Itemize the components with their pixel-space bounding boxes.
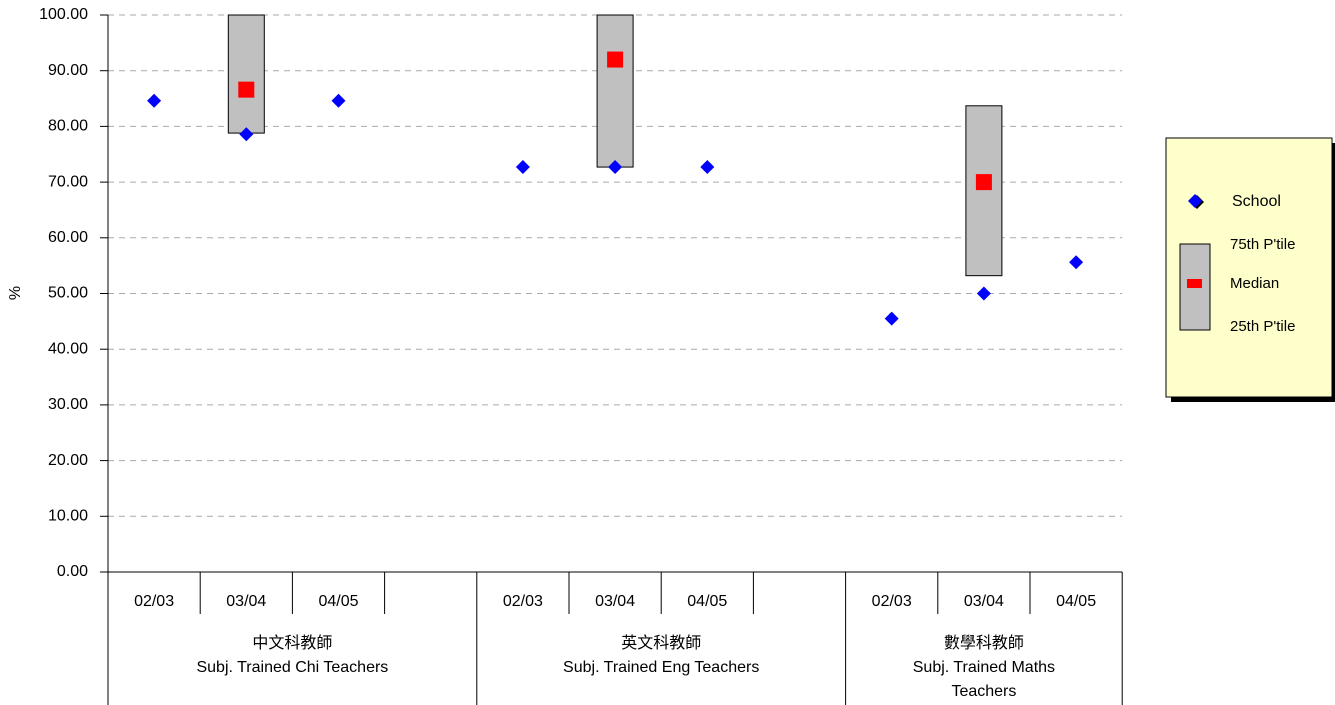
school-point (700, 160, 715, 175)
x-tick-label: 04/05 (1056, 593, 1096, 610)
x-tick-label: 02/03 (503, 593, 543, 610)
school-point (515, 160, 530, 175)
group-label: 中文科教師 (252, 634, 332, 652)
box (596, 14, 634, 168)
y-tick-label: 90.00 (48, 62, 88, 79)
school-point (976, 286, 991, 301)
median (975, 174, 992, 191)
school-point (1069, 255, 1084, 270)
x-tick-label: 02/03 (134, 593, 174, 610)
legend-label: Median (1230, 275, 1279, 292)
x-tick-label: 03/04 (964, 593, 1004, 610)
x-tick-label: 03/04 (226, 593, 266, 610)
y-tick-label: 40.00 (48, 340, 88, 357)
school-point (608, 160, 623, 175)
box (227, 14, 265, 134)
y-tick-label: 70.00 (48, 173, 88, 190)
x-tick-label: 04/05 (318, 593, 358, 610)
y-tick-label: 0.00 (57, 563, 88, 580)
x-tick-label: 02/03 (872, 593, 912, 610)
box (965, 105, 1003, 277)
school-point (147, 93, 162, 108)
group-label: 數學科教師 (944, 634, 1024, 652)
x-tick-label: 03/04 (595, 593, 635, 610)
legend-label: 25th P'tile (1230, 318, 1295, 335)
y-tick-label: 10.00 (48, 508, 88, 525)
group-label: 英文科教師 (621, 634, 701, 652)
school-point (239, 127, 254, 142)
y-tick-label: 100.00 (39, 6, 88, 23)
legend-label: School (1232, 193, 1281, 210)
legend-marker (1188, 194, 1202, 208)
y-axis-label: % (7, 286, 24, 300)
group-label: Teachers (951, 683, 1016, 700)
group-label: Subj. Trained Maths (913, 659, 1055, 676)
group-label: Subj. Trained Chi Teachers (196, 659, 388, 676)
y-tick-label: 80.00 (48, 118, 88, 135)
median (238, 81, 255, 98)
median (607, 51, 624, 68)
y-tick-label: 60.00 (48, 229, 88, 246)
legend-median (1187, 279, 1202, 288)
y-tick-label: 20.00 (48, 452, 88, 469)
y-tick-label: 50.00 (48, 285, 88, 302)
y-tick-label: 30.00 (48, 396, 88, 413)
group-label: Subj. Trained Eng Teachers (563, 659, 759, 676)
legend-label: 75th P'tile (1230, 236, 1295, 253)
school-point (884, 311, 899, 326)
school-point (331, 93, 346, 108)
x-tick-label: 04/05 (687, 593, 727, 610)
